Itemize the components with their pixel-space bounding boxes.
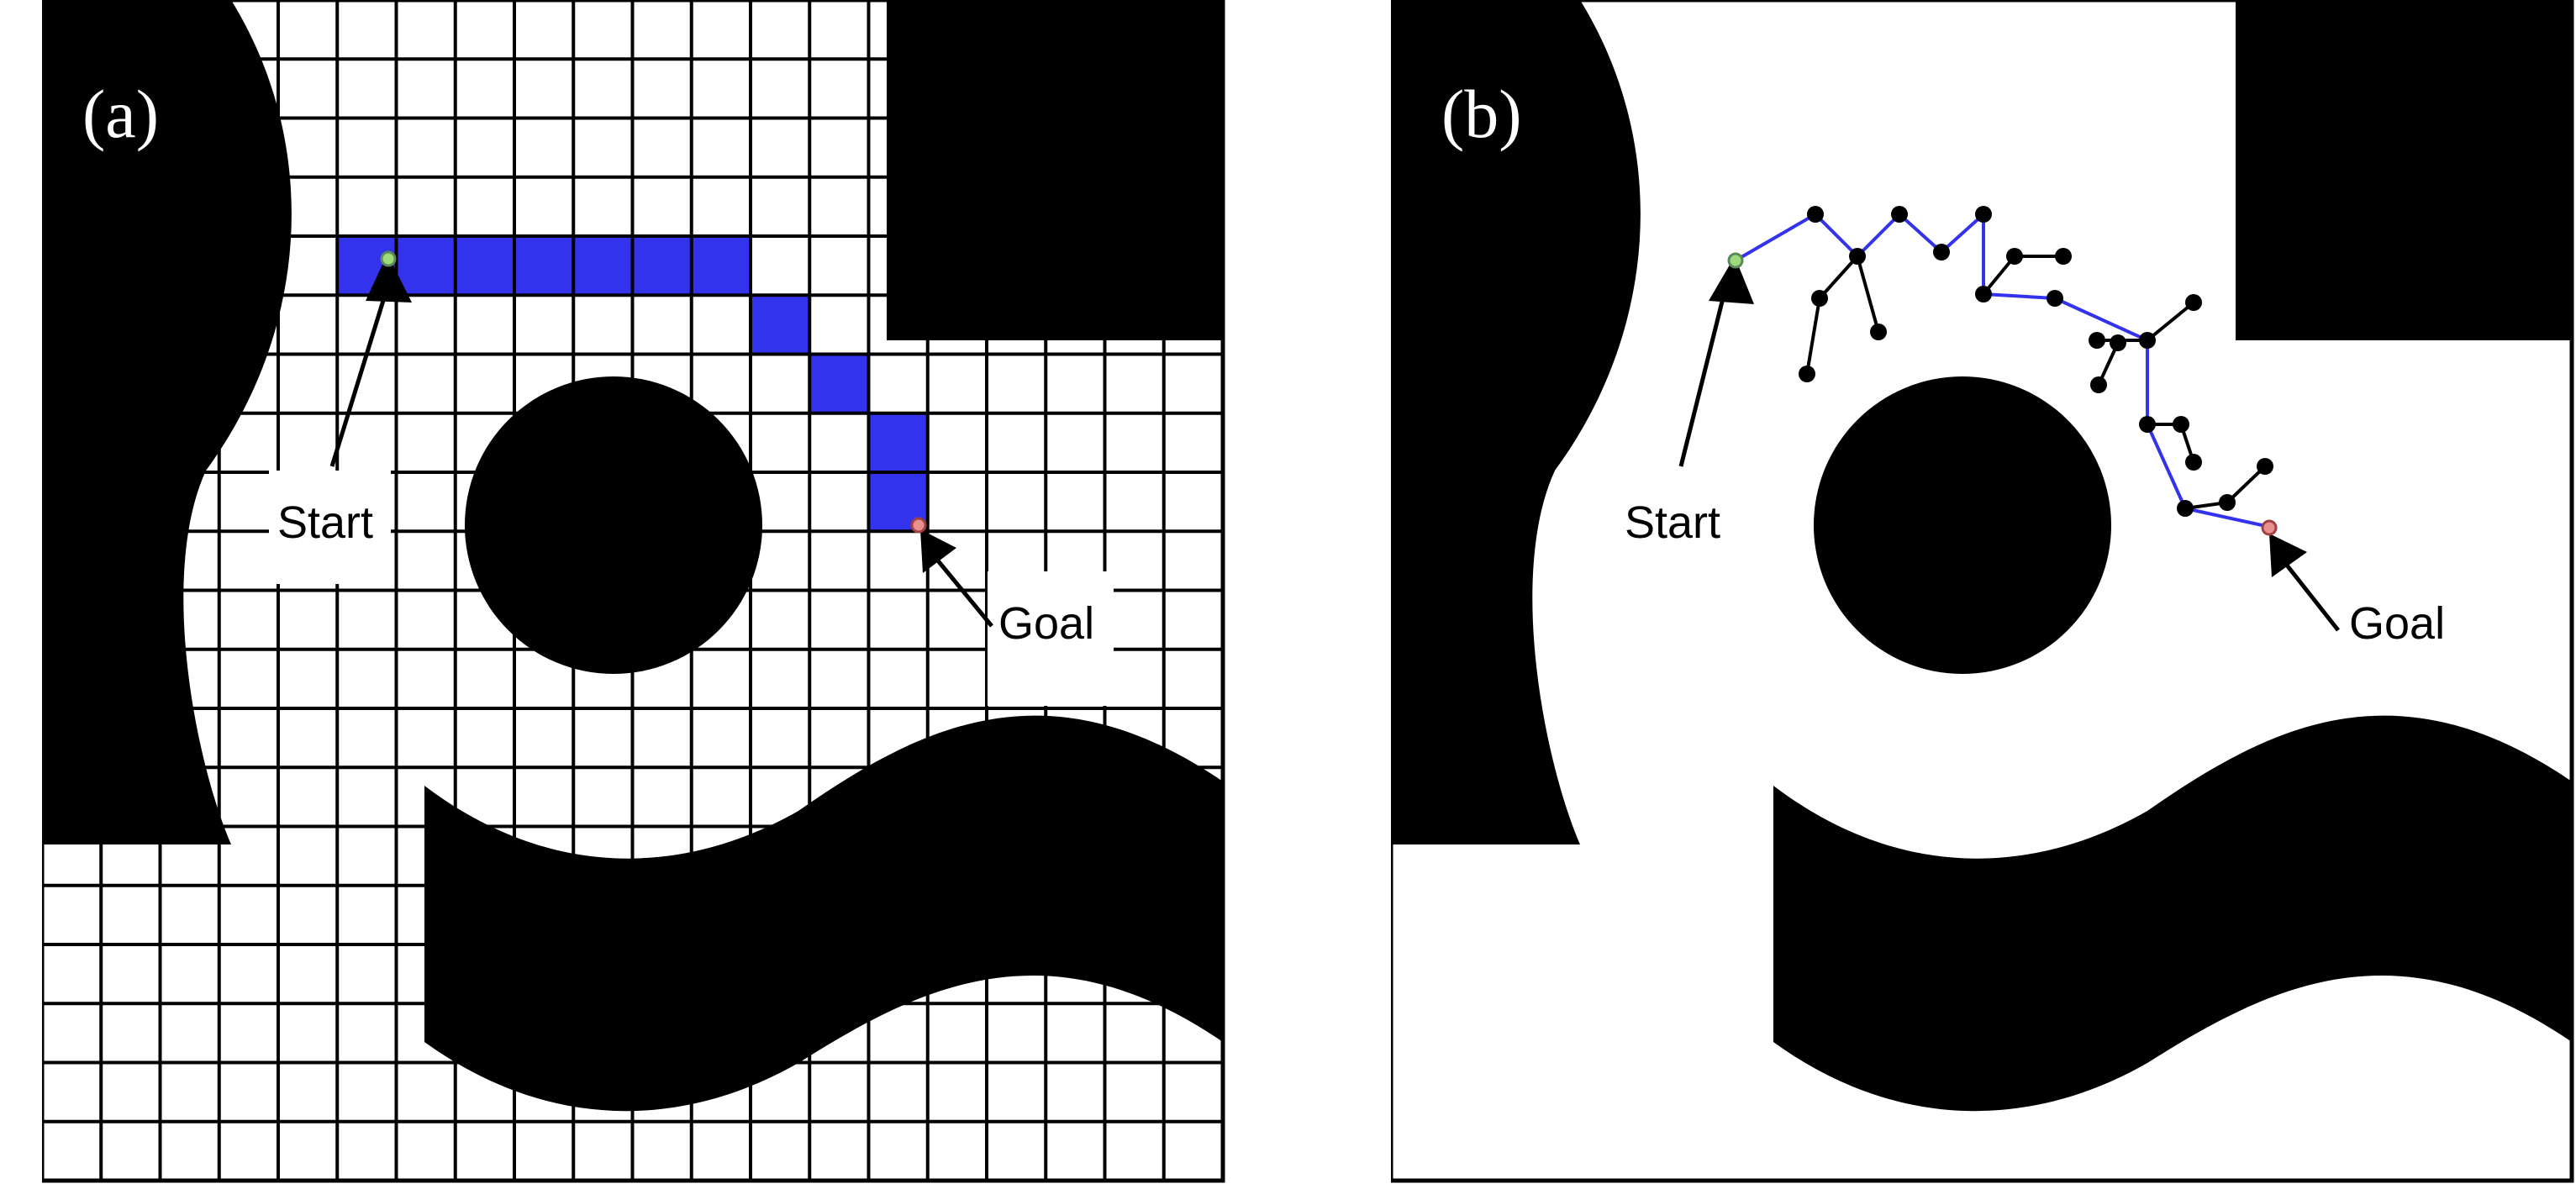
goal-marker (2261, 519, 2278, 536)
tree-node (2185, 454, 2202, 471)
panel-b-tree-map: Start Goal (b) (1388, 0, 2576, 1185)
tree-node (2257, 458, 2273, 475)
tree-node (1891, 206, 1908, 223)
path-edge (1814, 213, 1859, 258)
goal-label-box (988, 571, 1114, 706)
path-edge (2184, 507, 2274, 529)
path-cell (396, 236, 456, 296)
start-arrowhead (1709, 256, 1754, 304)
path-edge (2054, 297, 2148, 342)
tree-node (1975, 206, 1992, 223)
path-cell (573, 236, 633, 296)
goal-label: Goal (2349, 598, 2445, 649)
tree-node (2185, 294, 2202, 311)
grid-path-cells (337, 236, 928, 532)
left-obstacle (1391, 0, 1641, 844)
path-edge (1898, 213, 1943, 254)
goal-marker (910, 517, 927, 534)
tree-node (2139, 416, 2156, 433)
circle-obstacle (465, 376, 762, 674)
tree-node (2055, 248, 2072, 265)
tree-node (2219, 494, 2236, 511)
tree-node (2139, 332, 2156, 349)
map-border (40, 0, 1225, 1183)
tree-node (1849, 248, 1866, 265)
panel-b-canvas: Start Goal (b) (1388, 0, 2574, 1183)
tree-node (2177, 500, 2194, 517)
panel-a-canvas: Start Goal (a) (40, 0, 1225, 1183)
tree-edge (1856, 255, 1880, 333)
start-arrow (329, 281, 392, 467)
path-cell (809, 354, 869, 413)
path-cell (691, 236, 751, 296)
goal-arrowhead (920, 529, 956, 573)
solution-path (1734, 213, 2274, 529)
wave-obstacle (424, 715, 1223, 1112)
start-label: Start (277, 497, 373, 548)
tree-node (1975, 286, 1992, 303)
panel-label: (b) (1441, 76, 1522, 152)
panel-label: (a) (82, 76, 159, 152)
path-edge (1734, 213, 1817, 262)
path-edge (1856, 213, 1901, 258)
path-edge (1983, 292, 2056, 300)
left-obstacle (42, 0, 292, 844)
map-border (1388, 0, 2574, 1183)
top-right-obstacle (2236, 0, 2572, 340)
goal-arrowhead (2269, 534, 2307, 577)
wave-obstacle (1773, 715, 2572, 1112)
tree-node (2006, 248, 2023, 265)
start-arrow (1678, 281, 1730, 467)
tree-node (2090, 376, 2107, 393)
path-edge (1940, 213, 1985, 254)
tree-node (1933, 244, 1950, 260)
tree-node (1799, 366, 1815, 382)
start-arrowhead (366, 254, 412, 303)
goal-arrow (2280, 557, 2340, 632)
goal-arrow (931, 553, 993, 628)
path-cell (514, 236, 574, 296)
panel-a-grid-map: Start Goal (a) (40, 0, 1227, 1185)
path-cell (632, 236, 692, 296)
path-edge (2146, 424, 2187, 509)
start-label-box (269, 471, 391, 584)
tree-edge (1818, 255, 1859, 300)
tree-edge (2146, 301, 2195, 342)
tree-node (2089, 332, 2105, 349)
tree-node (2047, 290, 2063, 307)
path-cell (868, 413, 928, 472)
start-label: Start (1625, 497, 1720, 548)
goal-label: Goal (998, 598, 1094, 649)
start-marker (1727, 252, 1744, 269)
tree-node (2110, 334, 2126, 351)
tree-node (2173, 416, 2189, 433)
tree-nodes (1799, 206, 2273, 517)
path-cell (455, 236, 514, 296)
top-right-obstacle (887, 0, 1223, 340)
tree-node (1870, 324, 1887, 340)
start-marker (380, 250, 397, 267)
tree-edge (2226, 465, 2267, 504)
circle-obstacle (1814, 376, 2111, 674)
path-cell (751, 295, 810, 355)
tree-node (1811, 290, 1828, 307)
tree-node (1807, 206, 1824, 223)
tree-edge (1805, 297, 1821, 375)
